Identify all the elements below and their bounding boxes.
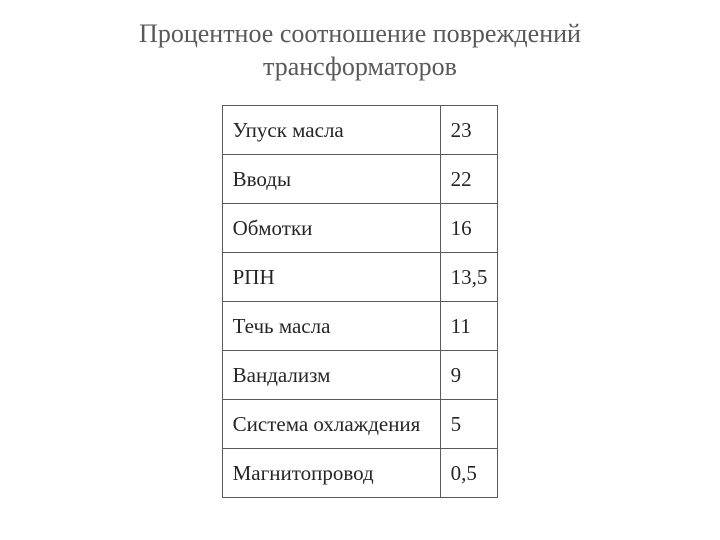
table-row: Течь масла 11	[222, 302, 498, 351]
damage-value: 5	[440, 400, 498, 449]
table-row: Магнитопровод 0,5	[222, 449, 498, 498]
page-title: Процентное соотношение повреждений транс…	[0, 18, 720, 83]
damage-label: Обмотки	[222, 204, 440, 253]
damage-value: 16	[440, 204, 498, 253]
title-line-1: Процентное соотношение повреждений	[139, 19, 581, 48]
title-line-2: трансформаторов	[263, 52, 457, 81]
damage-label: Течь масла	[222, 302, 440, 351]
damage-value: 22	[440, 155, 498, 204]
damage-label: Вандализм	[222, 351, 440, 400]
damage-value: 13,5	[440, 253, 498, 302]
damage-label: РПН	[222, 253, 440, 302]
damage-table: Упуск масла 23 Вводы 22 Обмотки 16 РПН 1…	[222, 105, 499, 498]
table-row: Упуск масла 23	[222, 106, 498, 155]
table-row: Вандализм 9	[222, 351, 498, 400]
table-container: Упуск масла 23 Вводы 22 Обмотки 16 РПН 1…	[0, 105, 720, 498]
damage-label: Магнитопровод	[222, 449, 440, 498]
damage-value: 9	[440, 351, 498, 400]
table-row: Система охлаждения 5	[222, 400, 498, 449]
table-row: Обмотки 16	[222, 204, 498, 253]
damage-value: 0,5	[440, 449, 498, 498]
damage-value: 11	[440, 302, 498, 351]
damage-label: Упуск масла	[222, 106, 440, 155]
damage-value: 23	[440, 106, 498, 155]
table-row: РПН 13,5	[222, 253, 498, 302]
damage-label: Вводы	[222, 155, 440, 204]
damage-label: Система охлаждения	[222, 400, 440, 449]
table-row: Вводы 22	[222, 155, 498, 204]
